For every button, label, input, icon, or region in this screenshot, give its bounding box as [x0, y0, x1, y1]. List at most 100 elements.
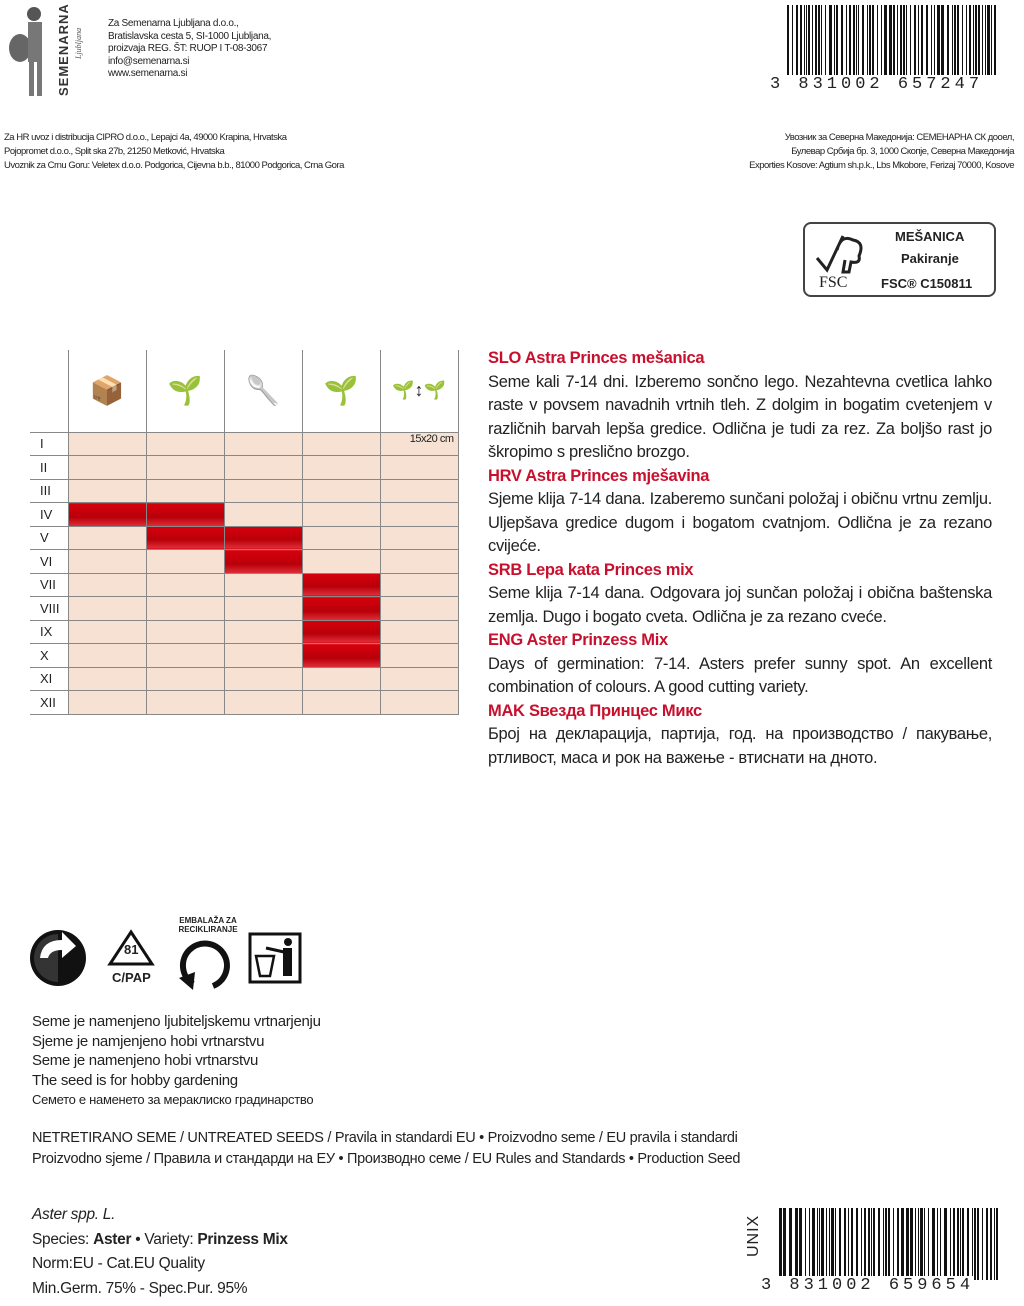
barcode-bar — [848, 1208, 849, 1280]
distributor-line: Exporties Kosove: Agtium sh.p.k., Lbs Mk… — [749, 160, 1014, 171]
calendar-row: I 15x20 cm — [30, 431, 459, 456]
calendar-cell-active — [145, 525, 225, 550]
barcode-bar — [976, 1208, 980, 1280]
fsc-line: MEŠANICA — [895, 229, 965, 244]
latin-name: Aster spp. L. — [32, 1206, 116, 1223]
calendar-row: V — [30, 525, 459, 550]
barcode-bar — [828, 1208, 831, 1280]
recycle-label: EMBALAŽA ZA RECIKLIRANJE — [178, 916, 238, 934]
barcode-bar — [787, 5, 790, 75]
barcode-bar — [857, 5, 860, 75]
spacing-icon: 🌱↕🌱 — [379, 350, 459, 433]
species-info: Aster spp. L. Species: Aster • Variety: … — [32, 1203, 288, 1301]
calendar-row: IV — [30, 502, 459, 527]
barcode-bar — [799, 5, 802, 75]
barcode-bar — [885, 1208, 887, 1280]
barcode-bar — [961, 1208, 964, 1280]
description-title: SLO Astra Princes mešanica — [488, 349, 705, 367]
calendar-cell — [67, 596, 147, 621]
description-text: Days of germination: 7-14. Asters prefer… — [488, 654, 992, 697]
month-label: V — [30, 525, 69, 550]
calendar-cell — [145, 643, 225, 668]
species-label: Species: — [32, 1230, 90, 1248]
month-label: XII — [30, 690, 69, 715]
fsc-line: Pakiranje — [901, 251, 959, 266]
barcode-bar — [796, 5, 798, 75]
barcode-bar — [799, 1208, 802, 1280]
green-dot-icon — [30, 930, 86, 986]
barcode-bar — [969, 5, 972, 75]
variety-value: Prinzess Mix — [197, 1230, 288, 1248]
barcode-bar — [817, 5, 821, 75]
farmer-logo-icon — [9, 7, 42, 96]
sowing-in-tray-icon: 📦 — [67, 350, 147, 433]
barcode-bar — [952, 5, 953, 75]
barcode-bar — [838, 1208, 841, 1280]
barcode-bar — [808, 1208, 811, 1280]
logo-subtext: Ljubljana — [74, 27, 83, 59]
recycle-81-icon — [107, 929, 155, 966]
barcode-bar — [956, 5, 959, 75]
calendar-cell — [379, 502, 459, 527]
species-line: Species: Aster • Variety: Prinzess Mix — [32, 1228, 288, 1253]
barcode-bar — [808, 5, 811, 75]
calendar-row: II — [30, 455, 459, 480]
barcode-bar — [986, 1208, 988, 1280]
barcode-bar — [877, 5, 878, 75]
barcode-bar — [990, 5, 992, 75]
month-label: XI — [30, 666, 69, 691]
barcode-bar — [982, 1208, 984, 1280]
barcode-bar — [920, 1208, 923, 1280]
barcode-bar — [977, 5, 980, 75]
barcode-bar — [910, 1208, 913, 1280]
barcode-bar — [850, 1208, 853, 1280]
barcode-bar — [944, 1208, 947, 1280]
description-text: Sjeme klija 7-14 dana. Izaberemo sunčani… — [488, 490, 992, 555]
distributor-line: Булевар Србија бр. 3, 1000 Скопје, Север… — [791, 146, 1014, 157]
month-label: IX — [30, 619, 69, 644]
fsc-label: FSC MEŠANICA Pakiranje FSC® C150811 — [803, 222, 996, 297]
distributors-right: Увозник за Северна Македонија: СЕМЕНАРНА… — [749, 131, 1014, 173]
barcode-bar — [989, 1208, 993, 1280]
barcode-bar — [835, 1208, 836, 1280]
barcode-bar — [939, 1208, 942, 1280]
description-title: SRB Lepa kata Princes mix — [488, 560, 694, 579]
calendar-cell-active — [145, 502, 225, 527]
barcode-bar — [833, 5, 835, 75]
barcode-bar — [931, 5, 932, 75]
calendar-cell — [67, 478, 147, 503]
barcode-bar — [966, 1208, 970, 1280]
calendar-cell — [301, 549, 381, 574]
barcode-bar — [909, 5, 912, 75]
barcode-bar — [864, 1208, 866, 1280]
calendar-cell — [223, 666, 303, 691]
month-label: VIII — [30, 596, 69, 621]
barcode-bar — [816, 1208, 818, 1280]
calendar-cell — [145, 596, 225, 621]
calendar-cell — [379, 596, 459, 621]
barcode-bar — [861, 1208, 863, 1280]
barcode-label: UNIX — [745, 1214, 762, 1257]
website: www.semenarna.si — [108, 68, 188, 79]
barcode-bar — [815, 5, 817, 75]
barcode-bar — [994, 5, 996, 75]
barcode-bar — [871, 5, 875, 75]
barcode-bar — [952, 1208, 955, 1280]
barcode-bar — [973, 5, 975, 75]
barcode-bar — [972, 1208, 973, 1280]
calendar-cell — [67, 690, 147, 715]
barcode-bar — [805, 5, 808, 75]
barcode-bar — [846, 5, 848, 75]
barcode-bar — [887, 1208, 891, 1280]
barcode-bar — [888, 5, 890, 75]
description-text: Seme klija 7-14 dana. Odgovara joj sunča… — [488, 584, 992, 626]
barcode-bar — [981, 5, 983, 75]
germination-line: Min.Germ. 75% - Spec.Pur. 95% — [32, 1279, 248, 1297]
address-line: proizvaja REG. ŠT: RUOP I T-08-3067 — [108, 43, 268, 54]
calendar-cell — [145, 478, 225, 503]
barcode-bar — [873, 1208, 875, 1280]
barcode-bar — [824, 5, 827, 75]
planting-seedling-icon: 🌱 — [301, 350, 381, 433]
barcode-bar — [794, 1208, 796, 1280]
calendar-cell — [67, 525, 147, 550]
